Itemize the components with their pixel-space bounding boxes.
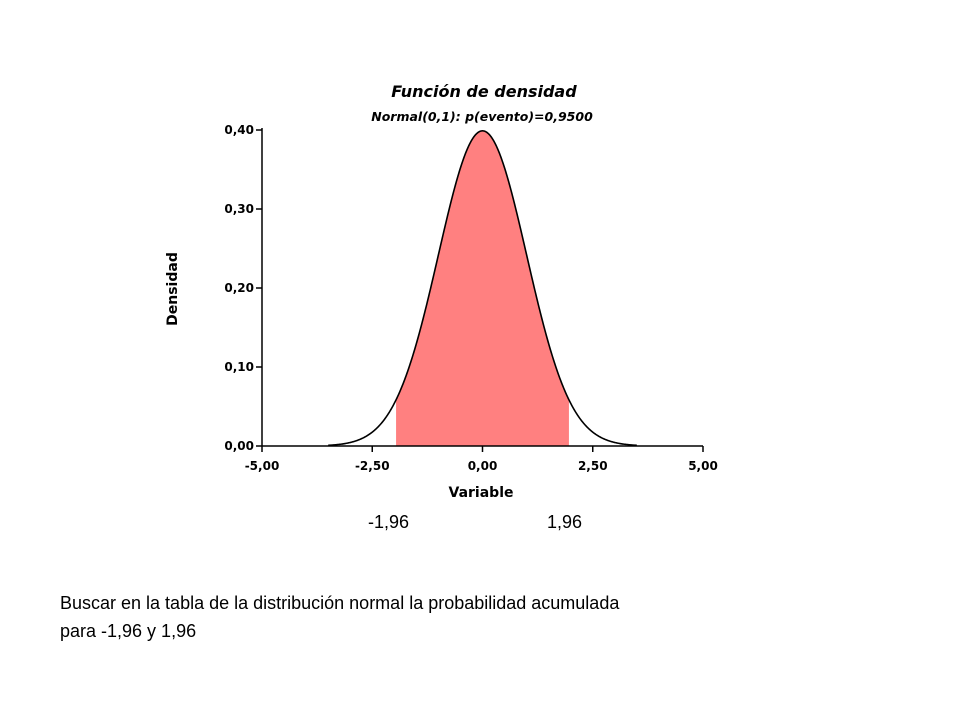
- x-tick-label: -2,50: [355, 459, 390, 473]
- y-tick-label: 0,40: [224, 123, 254, 137]
- instruction-line-1: Buscar en la tabla de la distribución no…: [60, 593, 620, 613]
- marker-label-right: 1,96: [547, 512, 583, 532]
- chart-subtitle: Normal(0,1): p(evento)=0,9500: [371, 109, 593, 124]
- marker-label-left: -1,96: [368, 512, 410, 532]
- instruction-line-2: para -1,96 y 1,96: [60, 621, 197, 641]
- density-curve: [328, 130, 637, 447]
- y-tick-label: 0,10: [224, 360, 254, 374]
- y-axis-label: Densidad: [165, 252, 181, 326]
- y-tick-label: 0,20: [224, 281, 254, 295]
- shaded-area: [396, 130, 569, 446]
- x-tick-label: 2,50: [578, 459, 608, 473]
- chart-title: Función de densidad: [391, 82, 577, 101]
- x-tick-label: 5,00: [688, 459, 718, 473]
- y-tick-label: 0,00: [224, 439, 254, 453]
- instruction-text: Buscar en la tabla de la distribución no…: [60, 589, 850, 645]
- x-tick-label: 0,00: [468, 459, 498, 473]
- x-axis-label: Variable: [449, 485, 514, 501]
- y-tick-label: 0,30: [224, 202, 254, 216]
- x-tick-label: -5,00: [245, 459, 280, 473]
